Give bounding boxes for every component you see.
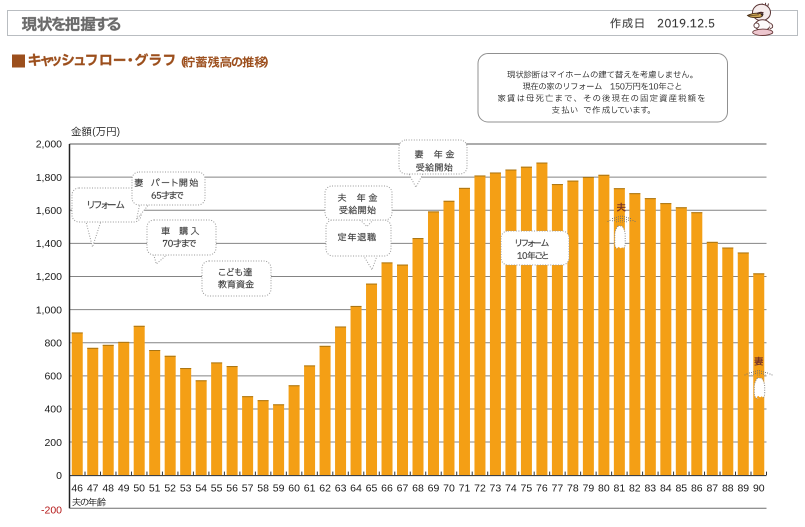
svg-text:88: 88 [722,482,734,494]
svg-text:1,400: 1,400 [36,238,62,250]
svg-text:600: 600 [44,371,62,383]
svg-text:48: 48 [102,482,114,494]
svg-text:65: 65 [366,482,378,494]
svg-text:57: 57 [242,482,254,494]
svg-text:200: 200 [44,437,62,449]
svg-text:52: 52 [164,482,176,494]
svg-text:76: 76 [536,482,548,494]
svg-text:85: 85 [675,482,687,494]
svg-text:54: 54 [195,482,207,494]
svg-text:60: 60 [288,482,300,494]
svg-text:66: 66 [381,482,393,494]
svg-text:50: 50 [133,482,145,494]
svg-text:71: 71 [459,482,471,494]
svg-text:82: 82 [629,482,641,494]
svg-text:1,800: 1,800 [36,172,62,184]
svg-text:75: 75 [521,482,533,494]
svg-text:78: 78 [567,482,579,494]
svg-text:56: 56 [226,482,238,494]
svg-text:72: 72 [474,482,486,494]
svg-text:73: 73 [490,482,502,494]
svg-text:62: 62 [319,482,331,494]
svg-text:1,000: 1,000 [36,304,62,316]
svg-text:1,600: 1,600 [36,205,62,217]
svg-text:67: 67 [397,482,409,494]
svg-text:87: 87 [706,482,718,494]
svg-text:59: 59 [273,482,285,494]
svg-text:89: 89 [737,482,749,494]
svg-text:81: 81 [614,482,626,494]
svg-text:-200: -200 [41,505,62,517]
svg-text:53: 53 [180,482,192,494]
svg-text:800: 800 [44,337,62,349]
svg-text:68: 68 [412,482,424,494]
svg-text:74: 74 [505,482,517,494]
svg-text:61: 61 [304,482,316,494]
svg-text:69: 69 [428,482,440,494]
svg-text:64: 64 [350,482,362,494]
svg-text:49: 49 [118,482,130,494]
svg-text:2,000: 2,000 [36,139,62,151]
svg-text:0: 0 [56,470,62,482]
svg-text:77: 77 [552,482,564,494]
svg-text:47: 47 [87,482,99,494]
svg-text:1,200: 1,200 [36,271,62,283]
svg-text:55: 55 [211,482,223,494]
svg-text:400: 400 [44,404,62,416]
svg-text:80: 80 [598,482,610,494]
svg-text:51: 51 [149,482,161,494]
svg-text:84: 84 [660,482,672,494]
svg-text:46: 46 [71,482,83,494]
svg-text:86: 86 [691,482,703,494]
svg-text:83: 83 [644,482,656,494]
svg-text:90: 90 [753,482,765,494]
svg-text:70: 70 [443,482,455,494]
svg-text:58: 58 [257,482,269,494]
svg-text:63: 63 [335,482,347,494]
svg-text:79: 79 [583,482,595,494]
